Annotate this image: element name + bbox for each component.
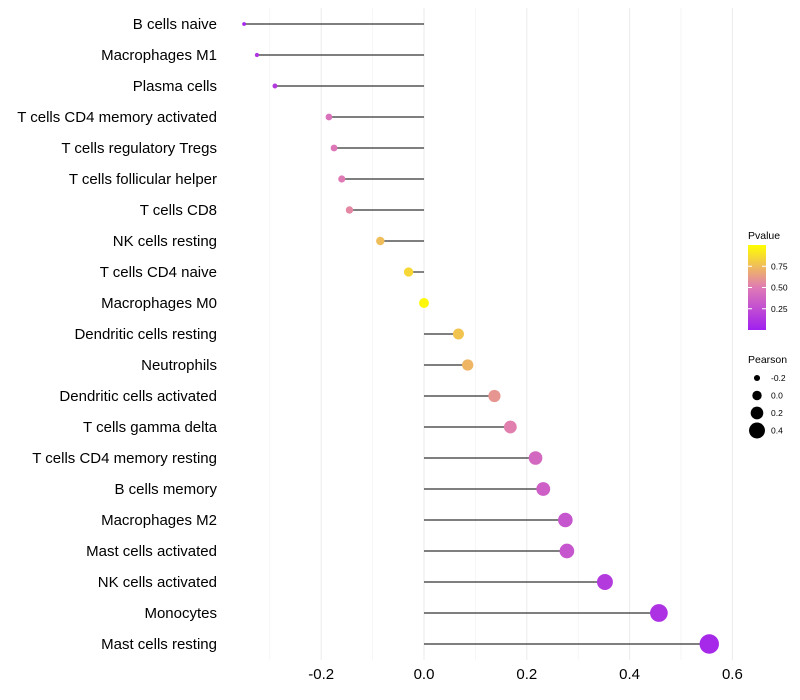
category-label: Neutrophils: [141, 357, 217, 374]
lollipop-dot: [272, 83, 278, 89]
category-label: Monocytes: [144, 605, 217, 622]
dots: [242, 22, 719, 654]
pearson-legend-dot: [752, 390, 762, 401]
category-label: Macrophages M1: [101, 47, 217, 64]
category-label: Macrophages M2: [101, 512, 217, 529]
pvalue-colorbar: [748, 245, 766, 330]
x-axis-labels: -0.2 0.0 0.2 0.4 0.6: [308, 666, 743, 683]
pearson-legend-label: 0.0: [771, 391, 783, 401]
x-tick-label: 0.4: [619, 666, 640, 683]
category-label: Dendritic cells activated: [59, 388, 217, 405]
lollipop-dot: [699, 634, 719, 654]
category-label: NK cells resting: [113, 233, 217, 250]
category-label: Mast cells resting: [101, 636, 217, 653]
lollipop-dot: [650, 604, 668, 622]
category-label: T cells gamma delta: [83, 419, 218, 436]
category-label: Mast cells activated: [86, 543, 217, 560]
lollipop-dot: [536, 482, 551, 496]
x-tick-label: 0.2: [516, 666, 537, 683]
x-tick-label: 0.6: [722, 666, 743, 683]
category-label: Plasma cells: [133, 78, 217, 95]
lollipop-dot: [242, 22, 247, 26]
pearson-legend-dot: [753, 374, 761, 382]
lollipop-dot: [488, 389, 501, 403]
lollipop-dot: [503, 420, 517, 434]
lollipop-dot: [338, 175, 346, 183]
category-label: T cells regulatory Tregs: [61, 140, 217, 157]
pearson-legend: Pearson -0.2 0.0 0.2 0.4: [748, 354, 787, 439]
pearson-legend-title: Pearson: [748, 354, 787, 366]
category-label: Macrophages M0: [101, 295, 217, 312]
category-label: T cells CD4 memory activated: [17, 109, 217, 126]
lollipop-dot: [345, 206, 354, 214]
lollipop-dot: [558, 512, 573, 528]
x-tick-label: 0.0: [414, 666, 435, 683]
lollipop-dot: [325, 113, 333, 121]
grid-lines: [269, 8, 733, 660]
lollipop-dot: [254, 52, 260, 58]
category-label: B cells memory: [114, 481, 217, 498]
lollipop-dot: [330, 144, 338, 152]
lollipop-dot: [528, 451, 543, 465]
category-label: NK cells activated: [98, 574, 217, 591]
category-label: T cells CD8: [140, 202, 217, 219]
lollipop-dot: [376, 236, 385, 246]
pearson-legend-dot: [749, 422, 765, 439]
lollipop-dot: [419, 298, 429, 308]
category-label: T cells CD4 memory resting: [32, 450, 217, 467]
y-axis-labels: B cells naive Macrophages M1 Plasma cells T…: [17, 16, 217, 653]
lollipop-dot: [596, 574, 613, 590]
pearson-legend-dot: [750, 406, 764, 420]
lollipop-dot: [462, 359, 474, 371]
category-label: T cells follicular helper: [69, 171, 217, 188]
category-label: Dendritic cells resting: [74, 326, 217, 343]
pearson-legend-label: 0.4: [771, 426, 783, 436]
pvalue-legend-label: 0.25: [771, 304, 788, 314]
pvalue-legend-label: 0.75: [771, 261, 788, 271]
pearson-legend-label: -0.2: [771, 373, 786, 383]
pearson-legend-label: 0.2: [771, 408, 783, 418]
pvalue-legend-title: Pvalue: [748, 230, 780, 242]
stems: [244, 23, 710, 645]
lollipop-dot: [559, 543, 575, 559]
lollipop-dot: [452, 328, 464, 340]
lollipop-dot: [403, 267, 414, 277]
category-label: B cells naive: [133, 16, 217, 33]
pvalue-legend-label: 0.50: [771, 283, 788, 293]
x-tick-label: -0.2: [308, 666, 334, 683]
category-label: T cells CD4 naive: [100, 264, 217, 281]
pvalue-legend: Pvalue 0.25 0.50 0.75: [748, 230, 788, 330]
